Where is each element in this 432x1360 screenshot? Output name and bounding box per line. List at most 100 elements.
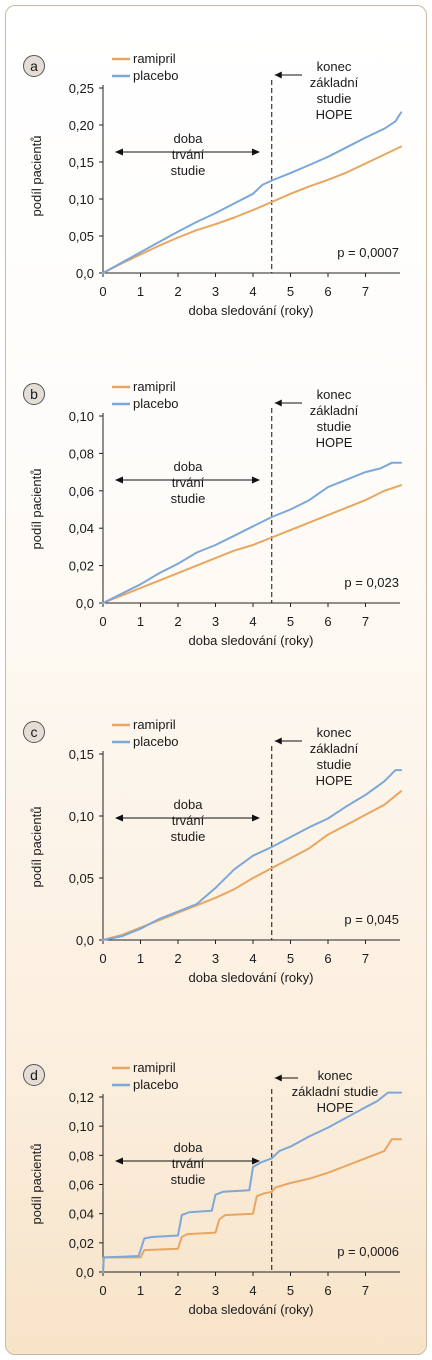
- y-tick-label: 0,0: [76, 596, 94, 611]
- x-tick-label: 7: [362, 1283, 369, 1298]
- duration-arrowhead-left: [115, 148, 123, 156]
- x-tick-label: 4: [249, 951, 256, 966]
- y-tick-label: 0,12: [69, 1090, 94, 1105]
- annotation-duration-line: studie: [171, 163, 206, 178]
- annotation-duration-line: doba: [174, 1140, 204, 1155]
- y-tick-label: 0,0: [76, 266, 94, 281]
- x-tick-label: 4: [249, 1283, 256, 1298]
- series-line-placebo: [102, 769, 403, 941]
- annotation-end-line: HOPE: [316, 435, 353, 450]
- y-tick-label: 0,04: [69, 1207, 94, 1222]
- x-tick-label: 7: [362, 284, 369, 299]
- annotation-end-line: konec: [317, 725, 352, 740]
- annotation-end-line: základní: [310, 403, 359, 418]
- x-tick-label: 3: [212, 1283, 219, 1298]
- series-line-ramipril: [102, 145, 403, 274]
- y-tick-label: 0,0: [76, 933, 94, 948]
- y-tick-label: 0,02: [69, 1236, 94, 1251]
- x-tick-label: 3: [212, 284, 219, 299]
- annotation-arrowhead: [274, 1074, 282, 1082]
- legend-label-ramipril: ramipril: [133, 1060, 176, 1075]
- x-tick-label: 0: [99, 614, 106, 629]
- y-tick-label: 0,20: [69, 118, 94, 133]
- annotation-end-line: HOPE: [316, 773, 353, 788]
- panel-letter: b: [30, 386, 38, 402]
- x-tick-label: 6: [324, 1283, 331, 1298]
- y-tick-label: 0,15: [69, 155, 94, 170]
- panel-badge: [23, 55, 45, 77]
- duration-arrowhead-right: [252, 476, 260, 484]
- x-axis-label: doba sledování (roky): [188, 970, 313, 985]
- series-line-placebo: [102, 1091, 403, 1273]
- x-tick-label: 5: [287, 1283, 294, 1298]
- annotation-arrowhead: [274, 737, 282, 745]
- y-tick-label: 0,06: [69, 1178, 94, 1193]
- y-tick-label: 0,08: [69, 1148, 94, 1163]
- annotation-end-line: studie: [317, 91, 352, 106]
- x-tick-label: 2: [174, 284, 181, 299]
- y-tick-label: 0,04: [69, 521, 94, 536]
- annotation-end-line: konec: [317, 59, 352, 74]
- duration-arrowhead-right: [252, 1157, 260, 1165]
- duration-arrowhead-left: [115, 1157, 123, 1165]
- legend-label-placebo: placebo: [133, 1077, 179, 1092]
- figure-frame: [5, 5, 427, 1355]
- y-axis-label: podíl pacientů: [29, 807, 44, 888]
- x-tick-label: 3: [212, 951, 219, 966]
- y-tick-label: 0,25: [69, 81, 94, 96]
- p-value: p = 0,0006: [337, 1244, 399, 1259]
- annotation-duration-line: doba: [174, 459, 204, 474]
- annotation-arrowhead: [274, 399, 282, 407]
- annotation-arrowhead: [274, 71, 282, 79]
- annotation-duration-line: studie: [171, 1172, 206, 1187]
- y-tick-label: 0,02: [69, 559, 94, 574]
- x-tick-label: 1: [137, 951, 144, 966]
- y-tick-label: 0,10: [69, 809, 94, 824]
- annotation-duration-line: studie: [171, 829, 206, 844]
- y-axis-label: podíl pacientů: [29, 1144, 44, 1225]
- x-tick-label: 1: [137, 614, 144, 629]
- annotation-end-line: základní: [310, 741, 359, 756]
- series-line-placebo: [102, 111, 403, 274]
- chart-panel-d: d ramipril placebo 0,0 0,02 0,04 0,06 0,08 0,10 0…: [23, 1060, 403, 1317]
- legend-label-placebo: placebo: [133, 734, 179, 749]
- y-tick-label: 0,06: [69, 484, 94, 499]
- series-line-ramipril: [102, 1138, 403, 1273]
- annotation-duration-line: trvání: [172, 147, 205, 162]
- x-tick-label: 5: [287, 951, 294, 966]
- panel-badge: [23, 1064, 45, 1086]
- x-tick-label: 2: [174, 614, 181, 629]
- series-line-ramipril: [102, 484, 403, 604]
- x-tick-label: 0: [99, 284, 106, 299]
- x-tick-label: 5: [287, 614, 294, 629]
- duration-arrowhead-left: [115, 814, 123, 822]
- x-axis-label: doba sledování (roky): [188, 1302, 313, 1317]
- x-tick-label: 1: [137, 1283, 144, 1298]
- x-tick-label: 2: [174, 1283, 181, 1298]
- annotation-duration-line: doba: [174, 797, 204, 812]
- panel-badge: [23, 383, 45, 405]
- y-tick-label: 0,05: [69, 871, 94, 886]
- y-axis-label: podíl pacientů: [29, 136, 44, 217]
- panel-badge: [23, 721, 45, 743]
- panel-letter: c: [31, 724, 38, 740]
- panel-letter: a: [30, 58, 38, 74]
- duration-arrowhead-left: [115, 476, 123, 484]
- legend-label-ramipril: ramipril: [133, 379, 176, 394]
- annotation-duration-line: studie: [171, 491, 206, 506]
- y-tick-label: 0,08: [69, 446, 94, 461]
- legend-label-placebo: placebo: [133, 396, 179, 411]
- x-tick-label: 4: [249, 284, 256, 299]
- legend-label-ramipril: ramipril: [133, 717, 176, 732]
- annotation-duration-line: trvání: [172, 475, 205, 490]
- chart-panel-c: c ramipril placebo 0,0 0,05 0,10 0,15 0 1 2 3 4 5 6 7 d…: [23, 717, 403, 985]
- x-axis-label: doba sledování (roky): [188, 303, 313, 318]
- annotation-duration-line: doba: [174, 131, 204, 146]
- annotation-end-line: HOPE: [316, 107, 353, 122]
- duration-arrowhead-right: [252, 148, 260, 156]
- panel-letter: d: [30, 1067, 38, 1083]
- chart-panel-a: a ramipril placebo 0,0 0,05 0,10 0,15 0,20 0,25 0…: [23, 51, 403, 318]
- annotation-end-line: studie: [317, 419, 352, 434]
- x-tick-label: 4: [249, 614, 256, 629]
